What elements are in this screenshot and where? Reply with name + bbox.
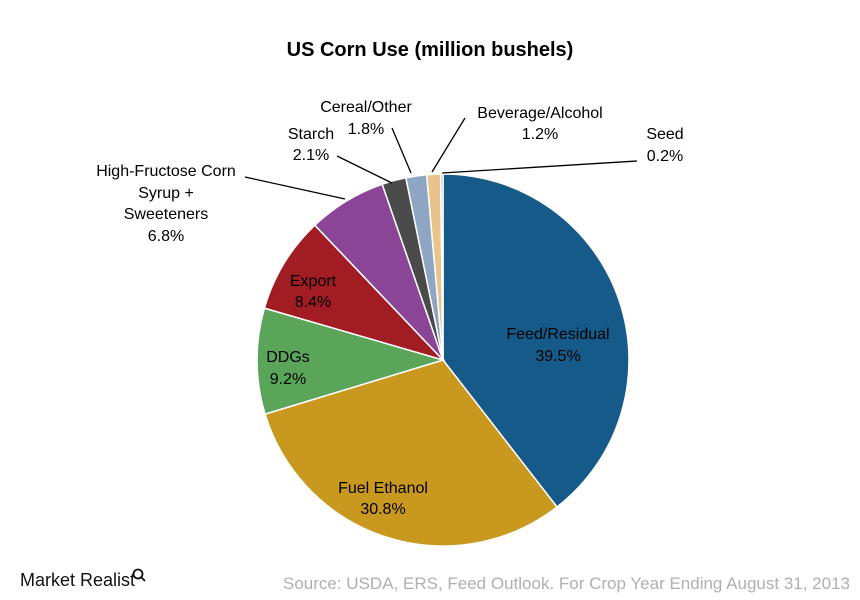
pie-slice-feed-residual	[442, 173, 630, 509]
pie-slice-ddgs	[256, 307, 446, 416]
source-note: Source: USDA, ERS, Feed Outlook. For Cro…	[283, 574, 850, 593]
pie-slice-seed	[439, 173, 444, 361]
pie-slice-fuel-ethanol	[264, 359, 559, 547]
value-ethanol: 30.8%	[360, 501, 405, 518]
leader-line-hfcs	[244, 176, 346, 200]
value-beverage: 1.2%	[522, 126, 558, 143]
label-feed: Feed/Residual	[506, 326, 609, 343]
value-seed: 0.2%	[647, 148, 683, 165]
leader-line-seed	[441, 160, 638, 174]
leader-line-beverage	[431, 117, 466, 173]
market-realist-logo: Market Realist	[20, 570, 135, 590]
chart-title: US Corn Use (million bushels)	[287, 39, 574, 61]
label-cereal: Cereal/Other	[320, 99, 412, 116]
value-cereal: 1.8%	[348, 121, 384, 138]
label-ethanol: Fuel Ethanol	[338, 480, 428, 497]
label-hfcs-line3: Sweeteners	[124, 206, 209, 223]
leader-line-starch	[336, 155, 393, 184]
label-hfcs-line2: Syrup +	[138, 185, 194, 202]
value-feed: 39.5%	[535, 348, 580, 365]
label-seed: Seed	[646, 126, 683, 143]
label-export: Export	[290, 273, 337, 290]
leader-line-cereal	[391, 127, 412, 174]
magnifier-chart-icon	[132, 568, 146, 582]
value-starch: 2.1%	[293, 147, 329, 164]
value-ddgs: 9.2%	[270, 371, 306, 388]
value-export: 8.4%	[295, 294, 331, 311]
label-hfcs-line1: High-Fructose Corn	[96, 163, 236, 180]
pie-slice-export	[263, 224, 446, 362]
label-starch: Starch	[288, 126, 334, 143]
value-hfcs: 6.8%	[148, 228, 184, 245]
label-ddgs: DDGs	[266, 349, 310, 366]
label-beverage: Beverage/Alcohol	[477, 105, 602, 122]
